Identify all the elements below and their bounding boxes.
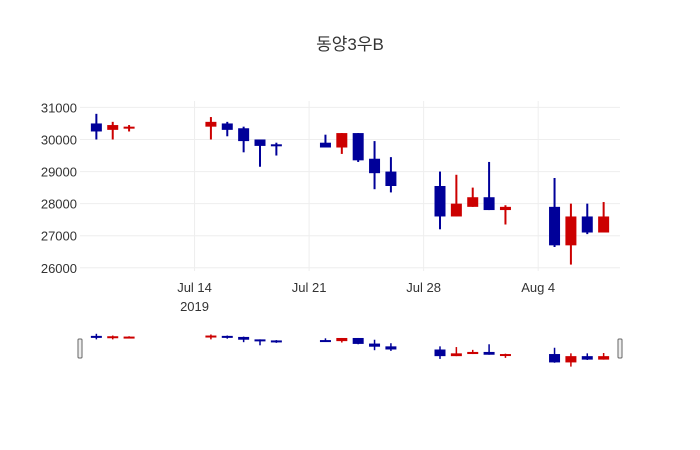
x-tick-label: Aug 4 xyxy=(521,280,555,295)
chart-title: 동양3우B xyxy=(316,35,384,54)
mini-candle-body xyxy=(565,356,577,363)
range-slider-preview xyxy=(90,333,610,367)
y-tick-label: 27000 xyxy=(41,229,77,244)
mini-candle-body xyxy=(238,336,250,340)
mini-candle-body xyxy=(336,337,348,342)
mini-candle-body xyxy=(205,335,217,338)
mini-candle-body xyxy=(385,346,397,350)
mini-candle-body xyxy=(319,340,331,343)
mini-candle-body xyxy=(90,335,102,338)
mini-candle-body xyxy=(483,351,495,355)
y-tick-label: 26000 xyxy=(41,261,77,276)
mini-candle-body xyxy=(123,336,135,339)
mini-candle-body xyxy=(369,343,381,347)
candle-body xyxy=(205,121,217,127)
candle-body xyxy=(319,142,331,148)
candle-body xyxy=(270,144,282,147)
y-tick-label: 30000 xyxy=(41,132,77,147)
mini-candle-body xyxy=(450,353,462,357)
candle-body xyxy=(565,216,577,246)
candle-body xyxy=(336,133,348,148)
candle-body xyxy=(434,186,446,217)
candle-body xyxy=(123,126,135,129)
range-slider-right-handle[interactable] xyxy=(617,338,623,359)
candle-body xyxy=(499,206,511,211)
mini-candle-body xyxy=(598,356,610,360)
x-tick-label: Jul 21 xyxy=(292,280,327,295)
mini-candle-body xyxy=(434,349,446,357)
y-tick-label: 29000 xyxy=(41,165,77,180)
candle-body xyxy=(352,133,364,161)
mini-candle-body xyxy=(499,354,511,357)
mini-candle-body xyxy=(352,337,364,344)
candle-body xyxy=(90,123,102,132)
candle-body xyxy=(369,158,381,174)
grid-layer xyxy=(80,101,620,271)
candle-body xyxy=(254,139,266,146)
y-tick-label: 31000 xyxy=(41,100,77,115)
mini-candle-body xyxy=(549,354,561,363)
mini-candle-body xyxy=(254,339,266,342)
y-axis: 26000 27000 28000 29000 30000 31000 xyxy=(41,100,77,275)
candle-body xyxy=(549,206,561,246)
mini-candle-body xyxy=(270,340,282,343)
candle-body xyxy=(221,123,233,130)
range-slider-left-handle[interactable] xyxy=(77,338,83,359)
mini-candle-body xyxy=(221,335,233,338)
candle-body xyxy=(238,128,250,142)
x-tick-year-label: 2019 xyxy=(180,299,209,314)
candle-body xyxy=(581,216,593,233)
x-axis: Jul 14 2019 Jul 21 Jul 28 Aug 4 xyxy=(177,280,555,314)
candle-body xyxy=(467,197,479,207)
mini-candle-body xyxy=(467,351,479,355)
range-slider[interactable] xyxy=(77,333,623,367)
candle-body xyxy=(598,216,610,233)
x-tick-label: Jul 14 xyxy=(177,280,212,295)
mini-candle-body xyxy=(107,336,119,339)
candle-body xyxy=(107,125,119,130)
mini-candle-body xyxy=(581,356,593,360)
y-tick-label: 28000 xyxy=(41,197,77,212)
candle-body xyxy=(450,203,462,217)
candle-body xyxy=(483,197,495,211)
x-tick-label: Jul 28 xyxy=(406,280,441,295)
candle-body xyxy=(385,171,397,186)
candles xyxy=(90,113,610,265)
